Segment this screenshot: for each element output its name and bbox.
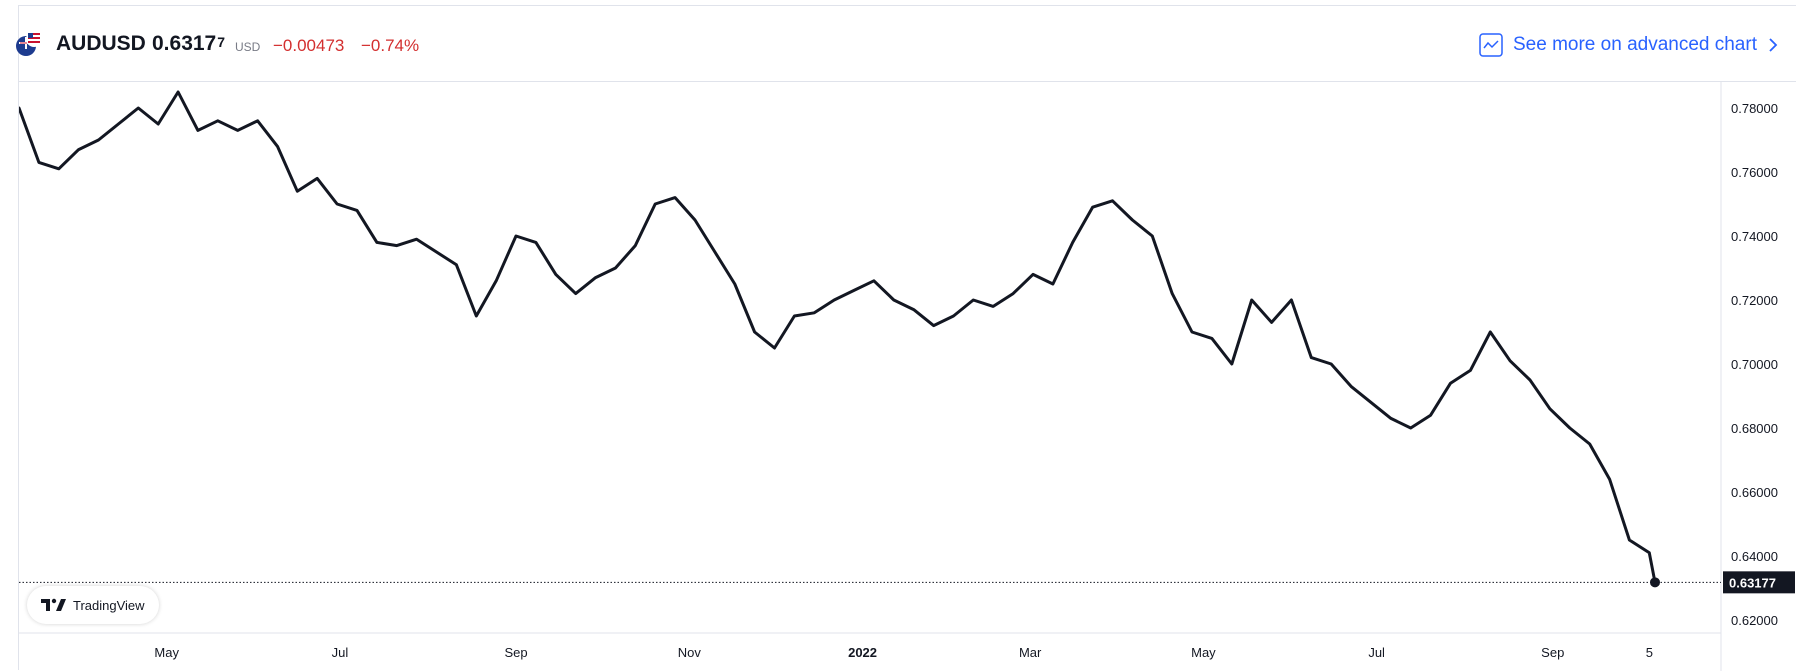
x-tick-label: May	[1191, 645, 1216, 660]
chevron-right-icon	[1769, 38, 1778, 52]
symbol-name: AUDUSD	[56, 32, 146, 55]
chart-line-icon	[1479, 33, 1503, 57]
y-tick-label: 0.62000	[1731, 613, 1778, 628]
y-tick-label: 0.66000	[1731, 485, 1778, 500]
series-line	[19, 90, 1657, 584]
advanced-chart-label: See more on advanced chart	[1513, 34, 1757, 55]
y-tick-label: 0.64000	[1731, 549, 1778, 564]
price-main: 0.6317	[152, 32, 217, 55]
y-tick-label: 0.74000	[1731, 229, 1778, 244]
x-tick-label: 5	[1646, 645, 1653, 660]
last-price-label-bg	[1723, 571, 1795, 594]
tradingview-logo-icon	[41, 598, 66, 611]
x-tick-label: Sep	[504, 645, 527, 660]
chart-header: AUDUSD 0.63177 USD −0.00473 −0.74% See m…	[16, 6, 1796, 82]
last-price-label: 0.63177	[1729, 575, 1776, 590]
x-tick-label: Jul	[1368, 645, 1385, 660]
price-sup: 7	[217, 34, 226, 50]
price-change-percent: −0.74%	[361, 36, 420, 55]
y-tick-label: 0.68000	[1731, 421, 1778, 436]
tradingview-badge[interactable]: TradingView	[27, 586, 159, 624]
x-tick-label: Mar	[1019, 645, 1042, 660]
last-price: 0.63177	[152, 32, 225, 56]
y-tick-label: 0.72000	[1731, 293, 1778, 308]
price-change: −0.00473	[273, 36, 345, 55]
y-tick-label: 0.70000	[1731, 357, 1778, 372]
y-tick-label: 0.76000	[1731, 165, 1778, 180]
x-tick-label: Jul	[332, 645, 349, 660]
advanced-chart-link[interactable]: See more on advanced chart	[1479, 30, 1779, 60]
x-tick-label: May	[154, 645, 179, 660]
price-chart[interactable]: 0.62000 0.64000 0.66000 0.68000 0.70000 0.720…	[19, 6, 1796, 671]
y-tick-label: 0.78000	[1731, 101, 1778, 116]
x-tick-label: Nov	[678, 645, 702, 660]
tradingview-label: TradingView	[73, 597, 145, 613]
aud-usd-flag-icon	[16, 31, 42, 56]
last-point-marker	[1650, 577, 1660, 588]
x-tick-label: Sep	[1541, 645, 1564, 660]
x-tick-label: 2022	[848, 645, 877, 660]
chart-widget: AUDUSD 0.63177 USD −0.00473 −0.74% See m…	[16, 5, 1796, 671]
currency-label: USD	[235, 40, 261, 54]
